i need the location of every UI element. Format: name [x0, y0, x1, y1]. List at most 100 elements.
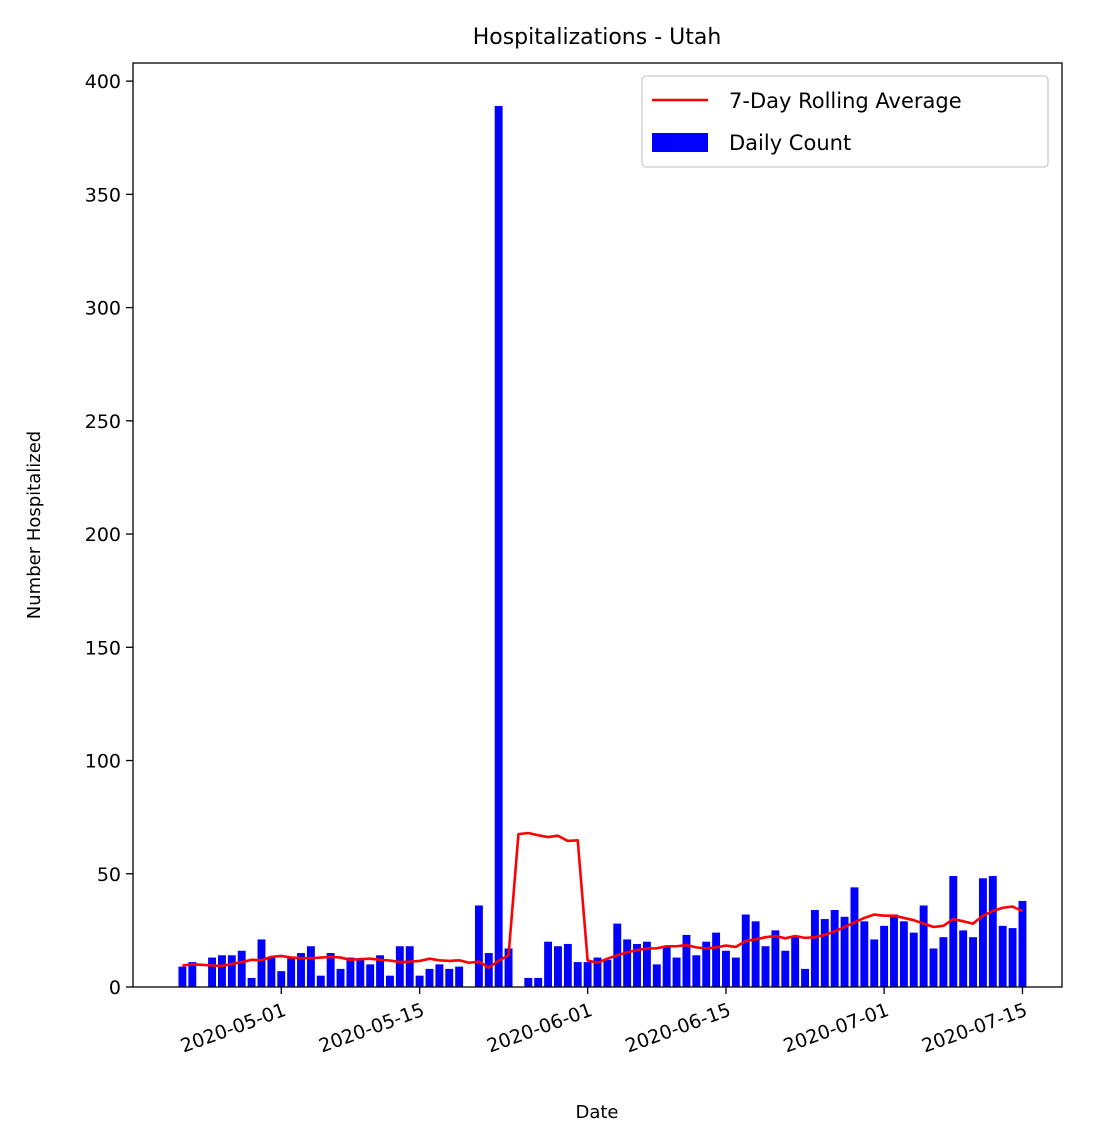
bar [208, 957, 217, 987]
bar [563, 943, 572, 987]
bar [573, 962, 582, 987]
bar [791, 937, 800, 987]
bar [949, 876, 958, 987]
bar [682, 934, 691, 987]
bar [267, 957, 276, 987]
bar [899, 921, 908, 987]
bar [277, 971, 286, 987]
legend-label-daily-count: Daily Count [729, 131, 851, 155]
bar [494, 106, 503, 987]
bar [731, 957, 740, 987]
bar [652, 964, 661, 987]
bar [306, 946, 315, 987]
bars-group [178, 106, 1027, 987]
bar [287, 957, 296, 987]
bar [386, 975, 394, 987]
bar [247, 977, 256, 987]
bar [484, 953, 493, 987]
y-tick-label: 200 [85, 524, 121, 546]
bar [801, 968, 809, 987]
bar [405, 946, 414, 987]
bar [929, 948, 938, 987]
bar [998, 925, 1007, 987]
bar [761, 946, 770, 987]
bar [662, 946, 671, 987]
bar [178, 966, 187, 987]
bar [425, 968, 434, 987]
bar [346, 957, 355, 987]
bar [850, 887, 859, 987]
bar [544, 941, 553, 987]
bar [366, 964, 375, 987]
bar [741, 914, 750, 987]
legend: 7-Day Rolling Average Daily Count [641, 75, 1049, 168]
bar [969, 937, 978, 987]
bar [415, 975, 424, 987]
bar [188, 962, 197, 987]
bar [623, 939, 632, 987]
bar [504, 948, 513, 987]
bar [326, 953, 335, 987]
y-tick-label: 100 [85, 751, 121, 773]
bar [692, 955, 701, 987]
bar [376, 955, 385, 987]
rolling-average-line [182, 831, 1024, 970]
bar [771, 930, 780, 987]
bar [919, 905, 928, 987]
bar [217, 955, 226, 987]
bar [1018, 900, 1027, 987]
y-axis-label: Number Hospitalized [24, 431, 45, 619]
bar [583, 962, 592, 987]
bar [435, 964, 444, 987]
bar [395, 946, 404, 987]
bar [227, 955, 236, 987]
y-tick-label: 350 [85, 184, 121, 206]
bar [712, 932, 721, 987]
axes-group [132, 62, 1063, 988]
bar [751, 921, 760, 987]
bar [820, 919, 829, 987]
legend-label-rolling-average: 7-Day Rolling Average [729, 89, 962, 113]
y-tick-label: 150 [85, 637, 121, 659]
bar [1008, 928, 1017, 987]
bar [939, 937, 948, 987]
bar [336, 968, 345, 987]
bar [445, 968, 454, 987]
bar [840, 916, 849, 987]
bar [633, 943, 641, 987]
bar [880, 925, 889, 987]
plot-frame [132, 62, 1063, 988]
bar [860, 921, 869, 987]
bar [978, 878, 987, 987]
bar [702, 941, 711, 987]
bar [237, 950, 246, 987]
bar [830, 910, 839, 987]
bar [603, 959, 612, 987]
bar [722, 950, 730, 987]
bar [672, 957, 681, 987]
bar [642, 941, 651, 987]
bar [870, 939, 879, 987]
bar [257, 939, 266, 987]
bar [455, 966, 464, 987]
bar [593, 957, 602, 987]
y-tick-label: 400 [85, 71, 121, 93]
line-group [182, 831, 1024, 970]
bar [781, 950, 790, 987]
bar [534, 977, 543, 987]
y-tick-label: 0 [109, 977, 121, 999]
chart-title: Hospitalizations - Utah [473, 25, 722, 50]
bar [890, 914, 898, 987]
y-tick-label: 300 [85, 298, 121, 320]
bar [356, 959, 365, 987]
bar [988, 876, 997, 987]
legend-frame [641, 75, 1049, 168]
bar [959, 930, 968, 987]
bar [810, 910, 819, 987]
bar [909, 932, 918, 987]
bar [554, 946, 562, 987]
bar [474, 905, 483, 987]
bar [524, 977, 533, 987]
bar [316, 975, 325, 987]
